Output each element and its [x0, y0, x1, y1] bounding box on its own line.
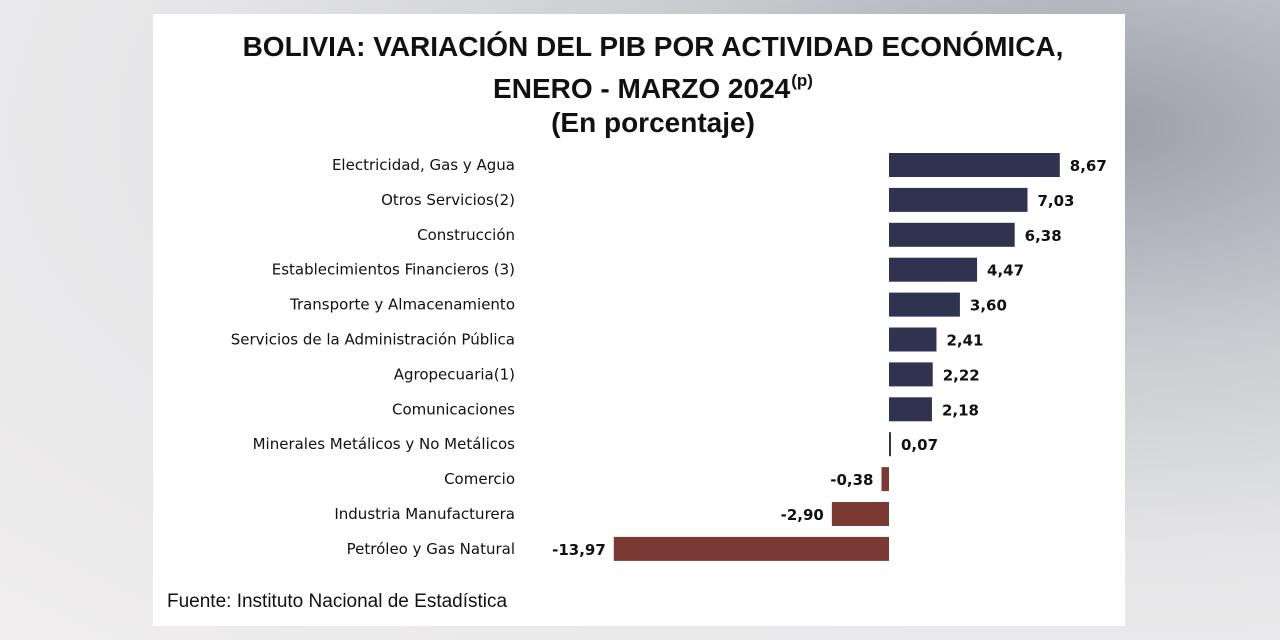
value-label: 6,38	[1025, 227, 1062, 245]
bar	[889, 222, 1015, 247]
bar	[831, 502, 889, 526]
category-label: Electricidad, Gas y Agua	[332, 156, 515, 174]
category-label: Minerales Metálicos y No Metálicos	[253, 435, 516, 453]
source-note: Fuente: Instituto Nacional de Estadístic…	[167, 591, 508, 612]
value-label: 2,41	[946, 332, 983, 350]
value-label: 7,03	[1037, 192, 1074, 210]
category-label: Industria Manufacturera	[334, 505, 515, 523]
bar	[889, 362, 933, 387]
category-label: Servicios de la Administración Pública	[231, 331, 515, 349]
category-label: Comunicaciones	[392, 400, 515, 418]
value-label: 2,22	[943, 366, 980, 384]
category-label: Transporte y Almacenamiento	[289, 296, 515, 314]
chart-subtitle: (En porcentaje)	[551, 107, 755, 138]
bar	[889, 432, 891, 457]
chart-title-line1: BOLIVIA: VARIACIÓN DEL PIB POR ACTIVIDAD…	[242, 31, 1064, 62]
chart-title-superscript: (p)	[791, 71, 813, 90]
value-label: 0,07	[901, 436, 938, 454]
chart-title-line2-text: ENERO - MARZO 2024	[493, 73, 791, 104]
bar	[613, 536, 889, 561]
category-label: Otros Servicios(2)	[381, 191, 515, 209]
bar	[889, 327, 937, 352]
category-label: Comercio	[444, 470, 515, 488]
category-label: Establecimientos Financieros (3)	[272, 261, 515, 279]
value-label: -0,38	[830, 471, 873, 489]
bar	[889, 257, 978, 282]
value-label: 4,47	[987, 262, 1024, 280]
bar	[881, 467, 889, 492]
value-label: 2,18	[942, 401, 979, 419]
value-label: -2,90	[781, 506, 824, 524]
chart-title: BOLIVIA: VARIACIÓN DEL PIB POR ACTIVIDAD…	[153, 30, 1153, 140]
value-label: 8,67	[1070, 157, 1107, 175]
chart-title-line2: ENERO - MARZO 2024(p)	[153, 64, 1153, 106]
bar-chart: Electricidad, Gas y Agua 8,67 Otros Servic…	[231, 153, 1107, 561]
chart-card: BOLIVIA: VARIACIÓN DEL PIB POR ACTIVIDAD…	[153, 14, 1125, 626]
category-label: Agropecuaria(1)	[394, 365, 515, 383]
bar	[889, 292, 960, 317]
value-label: -13,97	[552, 541, 606, 559]
value-label: 3,60	[970, 297, 1007, 315]
category-label: Petróleo y Gas Natural	[347, 540, 515, 558]
bar	[889, 397, 932, 422]
bar	[889, 187, 1028, 212]
bar	[889, 153, 1060, 177]
category-label: Construcción	[417, 226, 515, 244]
